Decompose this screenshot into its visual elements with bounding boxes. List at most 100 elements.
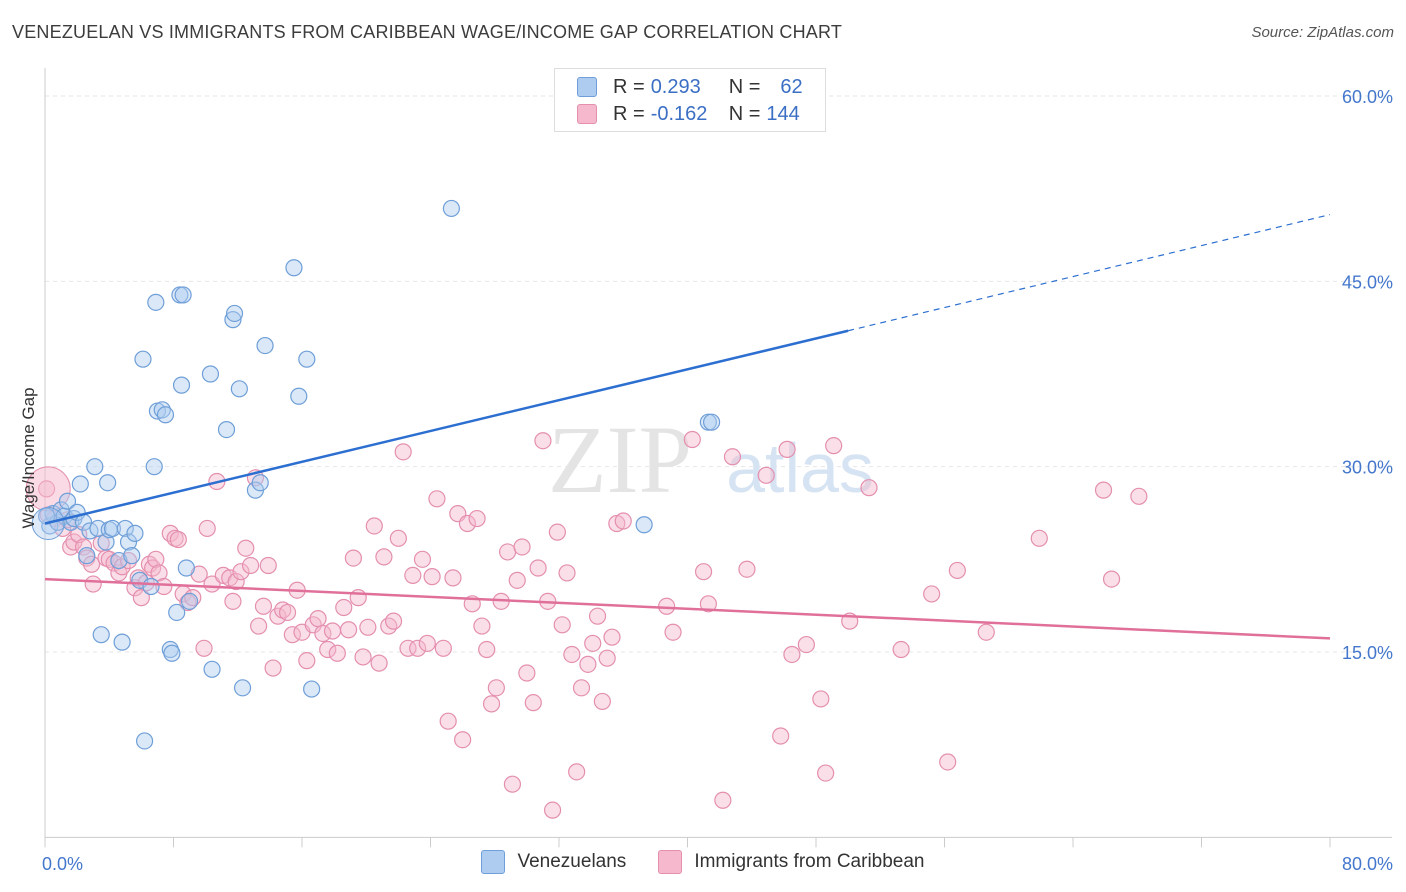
caribbean-point-142 bbox=[977, 623, 995, 641]
caribbean-point-129 bbox=[772, 727, 790, 745]
caribbean-point-135 bbox=[825, 437, 843, 455]
venezuelan-points bbox=[31, 199, 721, 750]
venezuelan-point-24 bbox=[123, 547, 141, 565]
caribbean-point-51 bbox=[274, 601, 292, 619]
caribbean-point-127 bbox=[738, 560, 756, 578]
caribbean-point-125 bbox=[714, 791, 732, 809]
caribbean-point-119 bbox=[614, 512, 632, 530]
n-value: 144 bbox=[766, 102, 800, 125]
venezuelan-point-19 bbox=[103, 519, 122, 538]
correlation-legend: R = 0.293 N = 62 R = -0.162 N = 144 bbox=[554, 68, 826, 132]
caribbean-point-62 bbox=[328, 644, 346, 662]
x-tick-label-end: 80.0% bbox=[1342, 854, 1393, 874]
legend-row-caribbean: R = -0.162 N = 144 bbox=[577, 101, 800, 127]
venezuelan-point-58 bbox=[635, 516, 653, 534]
caribbean-point-97 bbox=[503, 775, 522, 793]
caribbean-point-132 bbox=[797, 635, 815, 654]
venezuelan-point-28 bbox=[135, 732, 154, 750]
caribbean-point-141 bbox=[948, 561, 966, 580]
caribbean-point-72 bbox=[380, 617, 398, 635]
r-value: -0.162 bbox=[650, 102, 708, 125]
caribbean-point-116 bbox=[598, 649, 616, 667]
caribbean-point-114 bbox=[588, 607, 607, 625]
caribbean-point-96 bbox=[499, 543, 517, 561]
watermark-zip: ZIP bbox=[548, 406, 692, 513]
r-label: R = bbox=[613, 75, 645, 98]
venezuelan-point-15 bbox=[92, 626, 110, 644]
caribbean-point-112 bbox=[579, 655, 597, 673]
caribbean-point-29 bbox=[169, 530, 187, 549]
zipatlas-watermark: ZIP atlas bbox=[548, 406, 874, 513]
caribbean-point-143 bbox=[1030, 529, 1048, 547]
legend-item-venezuelans: Venezuelans bbox=[481, 850, 626, 874]
venezuelan-trendline-extension bbox=[847, 214, 1331, 332]
caribbean-point-103 bbox=[534, 432, 552, 450]
venezuelan-point-27 bbox=[134, 350, 152, 368]
caribbean-point-80 bbox=[418, 634, 436, 652]
caribbean-point-69 bbox=[365, 517, 383, 535]
caribbean-point-145 bbox=[1102, 570, 1121, 588]
n-label: N = bbox=[728, 102, 761, 125]
caribbean-point-144 bbox=[1094, 481, 1113, 499]
caribbean-point-101 bbox=[524, 694, 542, 712]
caribbean-point-102 bbox=[529, 559, 547, 577]
caribbean-points bbox=[25, 430, 1148, 819]
caribbean-point-9 bbox=[82, 555, 101, 573]
caribbean-point-65 bbox=[344, 549, 362, 567]
caribbean-point-107 bbox=[553, 616, 571, 634]
y-tick-label-1: 30.0% bbox=[1342, 458, 1393, 478]
caribbean-point-115 bbox=[593, 692, 611, 711]
venezuelan-point-40 bbox=[174, 286, 192, 304]
caribbean-point-43 bbox=[237, 539, 255, 557]
caribbean-point-76 bbox=[399, 639, 417, 657]
venezuelan-point-11 bbox=[78, 547, 96, 565]
caribbean-point-122 bbox=[683, 430, 701, 449]
venezuelan-point-31 bbox=[147, 293, 165, 311]
venezuelan-point-13 bbox=[86, 458, 104, 476]
series-legend: Venezuelans Immigrants from Caribbean bbox=[0, 850, 1406, 874]
caribbean-point-121 bbox=[664, 623, 682, 641]
caribbean-point-83 bbox=[434, 639, 452, 657]
blue-swatch bbox=[577, 77, 597, 97]
caribbean-point-131 bbox=[783, 645, 801, 664]
venezuelan-point-57 bbox=[442, 199, 460, 218]
caribbean-point-24 bbox=[147, 550, 165, 568]
venezuelan-point-45 bbox=[217, 421, 236, 439]
venezuelan-point-25 bbox=[126, 524, 144, 542]
venezuelan-point-46 bbox=[224, 311, 242, 329]
caribbean-point-81 bbox=[423, 568, 441, 586]
caribbean-point-126 bbox=[723, 448, 742, 466]
caribbean-point-146 bbox=[1130, 487, 1148, 505]
legend-label: Venezuelans bbox=[517, 851, 627, 872]
caribbean-point-67 bbox=[354, 648, 372, 666]
venezuelan-trendline bbox=[44, 329, 849, 525]
caribbean-point-74 bbox=[389, 529, 407, 547]
caribbean-point-71 bbox=[375, 548, 393, 566]
y-tick-label-0: 15.0% bbox=[1342, 643, 1393, 663]
caribbean-point-99 bbox=[513, 538, 531, 556]
venezuelan-point-39 bbox=[172, 376, 191, 394]
chart-title: VENEZUELAN VS IMMIGRANTS FROM CARIBBEAN … bbox=[12, 22, 843, 42]
venezuelan-point-41 bbox=[177, 559, 195, 577]
caribbean-point-133 bbox=[812, 690, 830, 708]
caribbean-point-47 bbox=[254, 597, 273, 615]
caribbean-point-56 bbox=[298, 652, 316, 670]
caribbean-point-41 bbox=[227, 572, 245, 591]
caribbean-point-82 bbox=[428, 490, 446, 508]
venezuelan-point-55 bbox=[298, 350, 316, 368]
venezuelan-point-60 bbox=[702, 413, 721, 431]
caribbean-point-137 bbox=[860, 479, 878, 497]
y-tick-label-3: 60.0% bbox=[1342, 87, 1393, 107]
caribbean-point-93 bbox=[482, 695, 501, 713]
caribbean-point-68 bbox=[359, 618, 377, 636]
caribbean-point-106 bbox=[548, 523, 566, 541]
r-label: R = bbox=[613, 102, 645, 125]
caribbean-point-17 bbox=[119, 551, 138, 570]
caribbean-point-110 bbox=[568, 763, 586, 781]
caribbean-point-108 bbox=[558, 564, 576, 582]
venezuelan-point-37 bbox=[168, 603, 186, 622]
axes bbox=[44, 68, 1392, 848]
x-tick-label-start: 0.0% bbox=[42, 854, 83, 874]
caribbean-point-100 bbox=[518, 664, 536, 682]
axis-labels: 15.0% 30.0% 45.0% 60.0% 0.0% 80.0% Wage/Income… bbox=[19, 87, 1393, 874]
